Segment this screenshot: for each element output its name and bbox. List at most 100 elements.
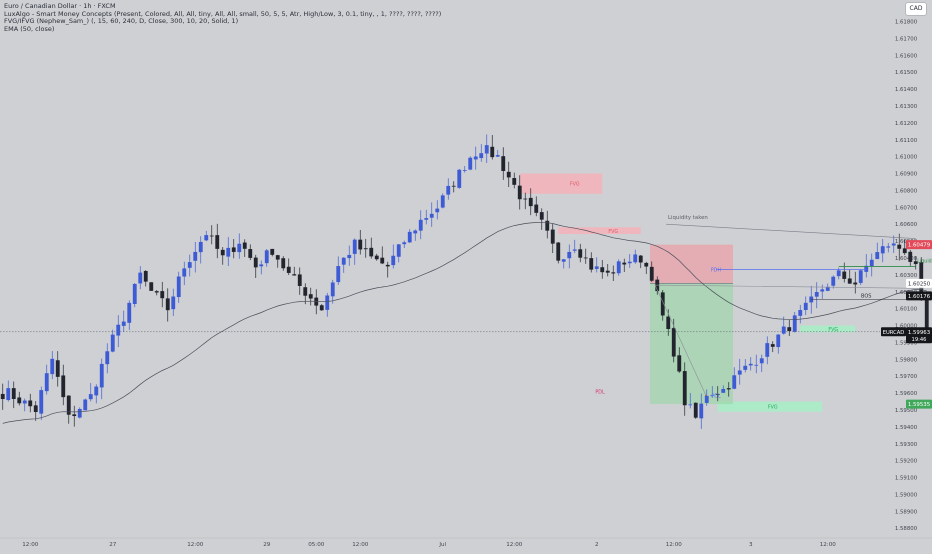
candle-body[interactable] (407, 231, 412, 243)
candle-body[interactable] (297, 274, 302, 286)
candle-body[interactable] (534, 204, 539, 213)
candle-body[interactable] (66, 395, 71, 415)
candle-body[interactable] (352, 239, 357, 254)
candle-body[interactable] (919, 262, 924, 295)
candle-body[interactable] (138, 272, 143, 284)
candle-body[interactable] (732, 375, 737, 389)
candle-body[interactable] (270, 248, 275, 255)
candle-body[interactable] (523, 198, 528, 200)
price-label-tag[interactable] (906, 291, 932, 301)
candle-body[interactable] (226, 247, 231, 257)
candle-body[interactable] (440, 195, 445, 208)
candle-body[interactable] (776, 334, 781, 348)
candle-body[interactable] (413, 230, 418, 234)
candle-body[interactable] (292, 274, 297, 276)
candle-body[interactable] (253, 257, 258, 268)
candle-body[interactable] (99, 363, 104, 388)
candle-body[interactable] (671, 328, 676, 357)
candle-body[interactable] (891, 243, 896, 246)
candle-body[interactable] (512, 178, 517, 185)
candle-body[interactable] (660, 292, 665, 316)
candle-body[interactable] (726, 388, 731, 390)
candle-body[interactable] (886, 246, 891, 248)
candle-body[interactable] (176, 276, 181, 298)
candle-body[interactable] (699, 403, 704, 419)
candle-body[interactable] (94, 386, 99, 396)
candle-body[interactable] (594, 266, 599, 269)
candle-body[interactable] (457, 169, 462, 188)
candle-body[interactable] (677, 355, 682, 372)
candle-body[interactable] (759, 358, 764, 364)
candle-body[interactable] (237, 243, 242, 253)
candle-body[interactable] (171, 296, 176, 310)
candle-body[interactable] (55, 360, 60, 377)
candle-body[interactable] (506, 171, 511, 178)
fvg-bear-zone[interactable] (558, 227, 641, 235)
time-axis[interactable] (0, 538, 880, 550)
candle-body[interactable] (396, 244, 401, 257)
candle-body[interactable] (220, 249, 225, 256)
candle-body[interactable] (154, 291, 159, 293)
candle-body[interactable] (0, 393, 5, 400)
plot-area[interactable] (0, 0, 880, 538)
candle-body[interactable] (869, 259, 874, 267)
candle-body[interactable] (380, 257, 385, 264)
candle-body[interactable] (561, 259, 566, 262)
candle-body[interactable] (490, 146, 495, 158)
candle-body[interactable] (765, 343, 770, 357)
candle-body[interactable] (110, 334, 115, 352)
fvg-bear-zone[interactable] (519, 173, 603, 194)
candle-body[interactable] (578, 249, 583, 258)
candle-body[interactable] (105, 351, 110, 365)
candle-body[interactable] (429, 213, 434, 218)
candle-body[interactable] (572, 249, 577, 251)
candle-body[interactable] (325, 295, 330, 310)
candle-body[interactable] (473, 156, 478, 160)
candle-body[interactable] (468, 157, 473, 170)
candle-body[interactable] (61, 375, 66, 398)
candle-body[interactable] (825, 286, 830, 291)
currency-button[interactable]: CAD (905, 2, 927, 16)
candle-body[interactable] (391, 255, 396, 266)
candle-body[interactable] (33, 405, 38, 413)
candle-body[interactable] (116, 324, 121, 336)
candle-body[interactable] (693, 402, 698, 418)
candle-body[interactable] (198, 241, 203, 253)
candle-body[interactable] (446, 185, 451, 195)
stop-loss-zone[interactable] (650, 244, 733, 284)
candle-body[interactable] (204, 235, 209, 241)
price-label-tag[interactable] (906, 399, 932, 409)
candle-body[interactable] (264, 250, 269, 264)
candle-body[interactable] (462, 170, 467, 171)
candle-body[interactable] (831, 276, 836, 286)
candle-body[interactable] (798, 310, 803, 316)
candle-body[interactable] (209, 235, 214, 237)
candle-body[interactable] (374, 255, 379, 260)
candle-body[interactable] (11, 388, 16, 399)
candle-body[interactable] (600, 267, 605, 273)
candle-body[interactable] (847, 278, 852, 284)
candle-body[interactable] (710, 395, 715, 397)
candle-body[interactable] (501, 156, 506, 171)
candle-body[interactable] (743, 365, 748, 370)
candle-body[interactable] (143, 270, 148, 282)
candle-body[interactable] (616, 261, 621, 274)
candle-body[interactable] (528, 197, 533, 207)
candle-body[interactable] (853, 282, 858, 285)
candle-body[interactable] (880, 246, 885, 254)
candle-body[interactable] (688, 404, 693, 406)
candle-body[interactable] (495, 155, 500, 157)
price-axis[interactable] (880, 0, 932, 550)
candle-body[interactable] (567, 251, 572, 259)
candle-body[interactable] (424, 218, 429, 220)
candle-body[interactable] (402, 242, 407, 245)
candle-body[interactable] (605, 270, 610, 273)
candle-body[interactable] (897, 244, 902, 249)
candle-body[interactable] (787, 327, 792, 332)
legend-indicator-smc[interactable]: LuxAlgo - Smart Money Concepts (Present,… (4, 9, 442, 18)
candle-body[interactable] (358, 239, 363, 250)
candle-body[interactable] (6, 388, 11, 401)
candle-body[interactable] (820, 289, 825, 292)
candle-body[interactable] (132, 283, 137, 304)
